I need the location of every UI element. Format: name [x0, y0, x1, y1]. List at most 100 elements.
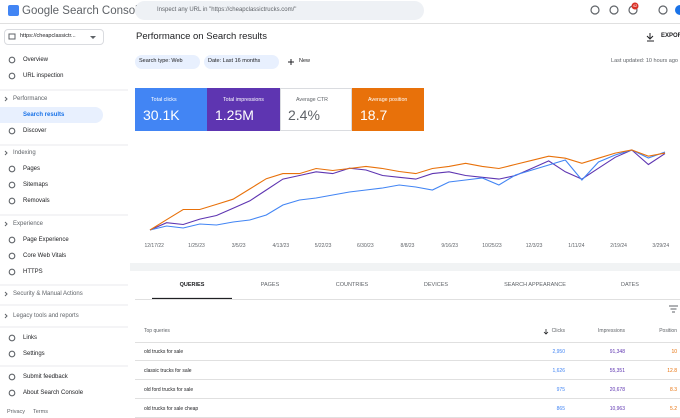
column-header: Position: [659, 328, 677, 334]
section-caret: [4, 291, 8, 297]
search-box[interactable]: [135, 1, 424, 20]
nav-icon: [8, 56, 16, 64]
nav-item[interactable]: Sitemaps: [23, 182, 49, 188]
avatar: [675, 5, 680, 15]
series-line: [149, 149, 666, 231]
x-tick-label: 12/3/23: [525, 243, 543, 249]
section-caret: [4, 313, 8, 319]
nav-icon: [8, 197, 16, 205]
filter-label: Search type: Web: [139, 58, 183, 64]
nav-icon: [8, 373, 16, 381]
tab[interactable]: SEARCH APPEARANCE: [504, 282, 566, 288]
plus-icon: [288, 59, 294, 65]
footer-link[interactable]: Terms: [33, 409, 48, 415]
nav-item[interactable]: Submit feedback: [23, 374, 68, 380]
nav-icon: [8, 334, 16, 342]
x-tick-label: 3/29/24: [652, 243, 670, 249]
nav-item[interactable]: HTTPS: [23, 269, 43, 275]
metric-card[interactable]: [352, 88, 424, 131]
query-cell: classic trucks for sale: [144, 368, 192, 374]
x-tick-label: 8/8/23: [400, 243, 415, 249]
table-number: 975: [556, 387, 565, 393]
nav-icon: [8, 252, 16, 260]
table-number: 12.8: [667, 368, 677, 374]
property-name: https://cheapclassictr...: [20, 33, 76, 39]
x-tick-label: 2/19/24: [610, 243, 627, 249]
nav-item[interactable]: Search results: [23, 112, 65, 118]
filter-label: Date: Last 16 months: [208, 58, 261, 64]
nav-item[interactable]: Links: [23, 335, 38, 341]
nav-item[interactable]: Page Experience: [23, 237, 69, 243]
tab[interactable]: DEVICES: [423, 282, 449, 288]
metric-card[interactable]: [280, 88, 352, 131]
tab[interactable]: PAGES: [260, 282, 280, 288]
property-selector[interactable]: [4, 29, 104, 45]
toolbar-icon: [590, 5, 600, 15]
query-cell: old trucks for sale cheap: [144, 406, 199, 412]
logo-icon: [8, 5, 19, 16]
metric-value: 2.4%: [288, 107, 320, 123]
export-button[interactable]: EXPORT: [661, 33, 680, 39]
table-number: 8.3: [670, 387, 677, 393]
table-number: 91,348: [609, 349, 625, 355]
x-tick-label: 10/25/23: [482, 243, 502, 249]
tab[interactable]: QUERIES: [179, 282, 205, 288]
nav-item[interactable]: About Search Console: [23, 390, 84, 396]
search-placeholder: Inspect any URL in "https://cheapclassic…: [157, 7, 297, 13]
section-title[interactable]: Security & Manual Actions: [13, 291, 83, 297]
metric-label: Average CTR: [296, 97, 328, 103]
section-title[interactable]: Indexing: [13, 150, 36, 156]
table-number: 865: [556, 406, 565, 412]
logo: Google Search Console: [22, 5, 145, 17]
nav-item[interactable]: Pages: [23, 166, 41, 172]
tab[interactable]: DATES: [621, 282, 639, 288]
notification-badge: [631, 2, 639, 10]
dropdown-arrow: [90, 36, 96, 39]
table-number: 55,351: [609, 368, 625, 374]
property-icon: [8, 33, 16, 40]
nav-item[interactable]: Removals: [23, 198, 50, 204]
metric-value: 1.25M: [215, 107, 254, 123]
x-tick-label: 1/11/24: [568, 243, 585, 249]
filter-chip[interactable]: [204, 55, 279, 69]
table-number: 20,678: [609, 387, 625, 393]
metric-label: Average position: [368, 97, 408, 103]
toolbar-icon: [609, 5, 619, 15]
series-line: [149, 149, 666, 231]
new-filter[interactable]: New: [299, 58, 311, 64]
column-header: Clicks: [551, 328, 565, 334]
nav-item[interactable]: Core Web Vitals: [23, 253, 67, 259]
section-gap: [130, 263, 680, 271]
x-tick-label: 12/17/22: [144, 243, 164, 249]
table-number: 10: [671, 349, 677, 355]
section-title[interactable]: Experience: [13, 221, 44, 227]
metric-card[interactable]: [135, 88, 207, 131]
nav-icon: [8, 127, 16, 135]
page-title: Performance on Search results: [136, 31, 267, 42]
export-icon: [646, 33, 654, 42]
section-caret: [4, 221, 8, 227]
section-title[interactable]: Performance: [13, 96, 48, 102]
footer-link[interactable]: Privacy: [7, 409, 26, 415]
query-cell: old ford trucks for sale: [144, 387, 194, 393]
section-caret: [4, 96, 8, 102]
filter-chip[interactable]: [135, 55, 200, 69]
nav-item[interactable]: Overview: [23, 57, 49, 63]
nav-item[interactable]: Discover: [23, 128, 47, 134]
nav-item[interactable]: URL inspection: [23, 73, 64, 79]
table-number: 5.2: [670, 406, 677, 412]
table-number: 1,626: [552, 368, 565, 374]
last-updated: Last updated: 10 hours ago: [611, 58, 678, 64]
nav-item[interactable]: Settings: [23, 351, 45, 357]
nav-icon: [8, 181, 16, 189]
filter-icon: [669, 305, 678, 313]
nav-icon: [8, 268, 16, 276]
notification-count: 42: [632, 2, 638, 8]
metric-card[interactable]: [207, 88, 280, 131]
table-number: 2,950: [552, 349, 565, 355]
metric-value: 30.1K: [143, 107, 180, 123]
section-title[interactable]: Legacy tools and reports: [13, 313, 79, 319]
nav-icon: [8, 350, 16, 358]
tab[interactable]: COUNTRIES: [335, 282, 369, 288]
